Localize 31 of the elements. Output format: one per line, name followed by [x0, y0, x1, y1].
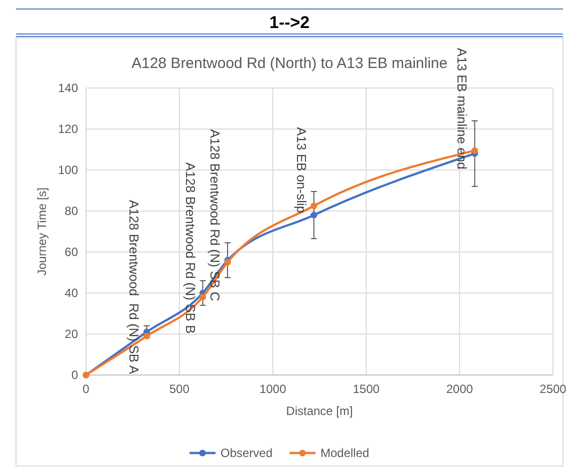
x-axis-title: Distance [m] [286, 404, 353, 418]
y-tick-label: 20 [64, 327, 78, 341]
x-tick-label: 2500 [540, 382, 567, 396]
point [310, 202, 318, 210]
x-tick-label: 500 [169, 382, 190, 396]
y-tick-label: 0 [71, 368, 78, 382]
annotation: A13 EB on-slip [294, 127, 309, 214]
y-tick-label: 80 [64, 204, 78, 218]
y-tick-label: 40 [64, 286, 78, 300]
legend-label: Modelled [320, 446, 370, 460]
point [199, 294, 206, 300]
y-tick-label: 120 [58, 122, 78, 136]
y-tick-label: 100 [58, 163, 78, 177]
y-tick-label: 140 [58, 81, 78, 95]
y-axis-title: Journey Time [s] [35, 187, 49, 276]
annotation: A128 Brentwood Rd (N) SB C [208, 129, 223, 302]
annotation: A128 Brentwood Rd (N) SB A [126, 200, 142, 374]
x-tick-label: 1000 [259, 382, 286, 396]
x-tick-label: 1500 [352, 382, 380, 396]
chart-title: 1-->2 [269, 13, 310, 32]
point [224, 258, 231, 266]
x-tick-label: 0 [82, 382, 90, 396]
y-tick-label: 60 [64, 245, 78, 259]
annotation: A128 Brentwood Rd (N) SB B [182, 162, 198, 334]
point [310, 212, 318, 218]
point [471, 147, 478, 154]
chart-subtitle: A128 Brentwood Rd (North) to A13 EB mainline [131, 55, 448, 72]
x-tick-label: 2000 [446, 382, 474, 396]
legend-label: Observed [220, 446, 273, 460]
annotation: A13 EB mainline end [454, 48, 470, 170]
point [143, 332, 150, 340]
